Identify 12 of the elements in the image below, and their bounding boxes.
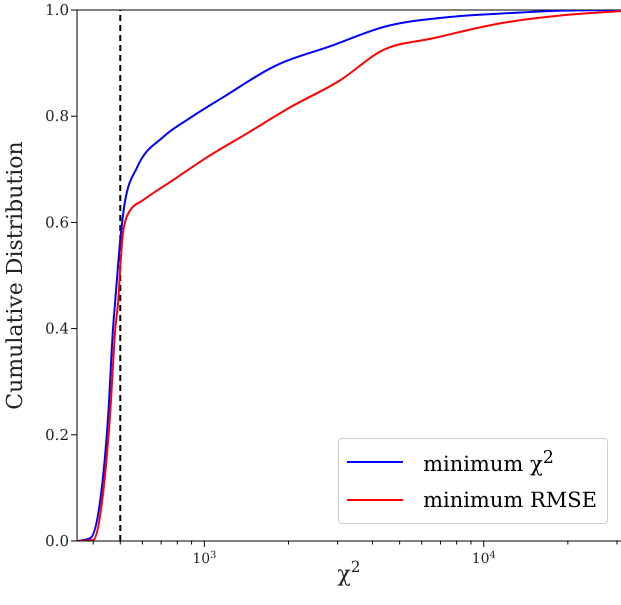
x-tick-label: 10$^{4}$ [472,550,496,567]
legend-label: minimum RMSE [423,488,597,512]
legend-label: minimum χ$^{2}$ [423,448,554,476]
y-tick-label: 0.2 [45,426,69,444]
x-tick-label: 10$^{3}$ [192,550,216,567]
y-tick-label: 0.8 [45,107,69,126]
y-tick-label: 1.0 [45,1,69,19]
x-axis-title: χ$^{2}$ [337,558,361,587]
y-tick-label: 0.6 [45,213,69,232]
y-axis-title: Cumulative Distribution [3,141,28,410]
y-tick-label: 0.0 [45,532,69,550]
y-tick-label: 0.4 [45,320,69,338]
